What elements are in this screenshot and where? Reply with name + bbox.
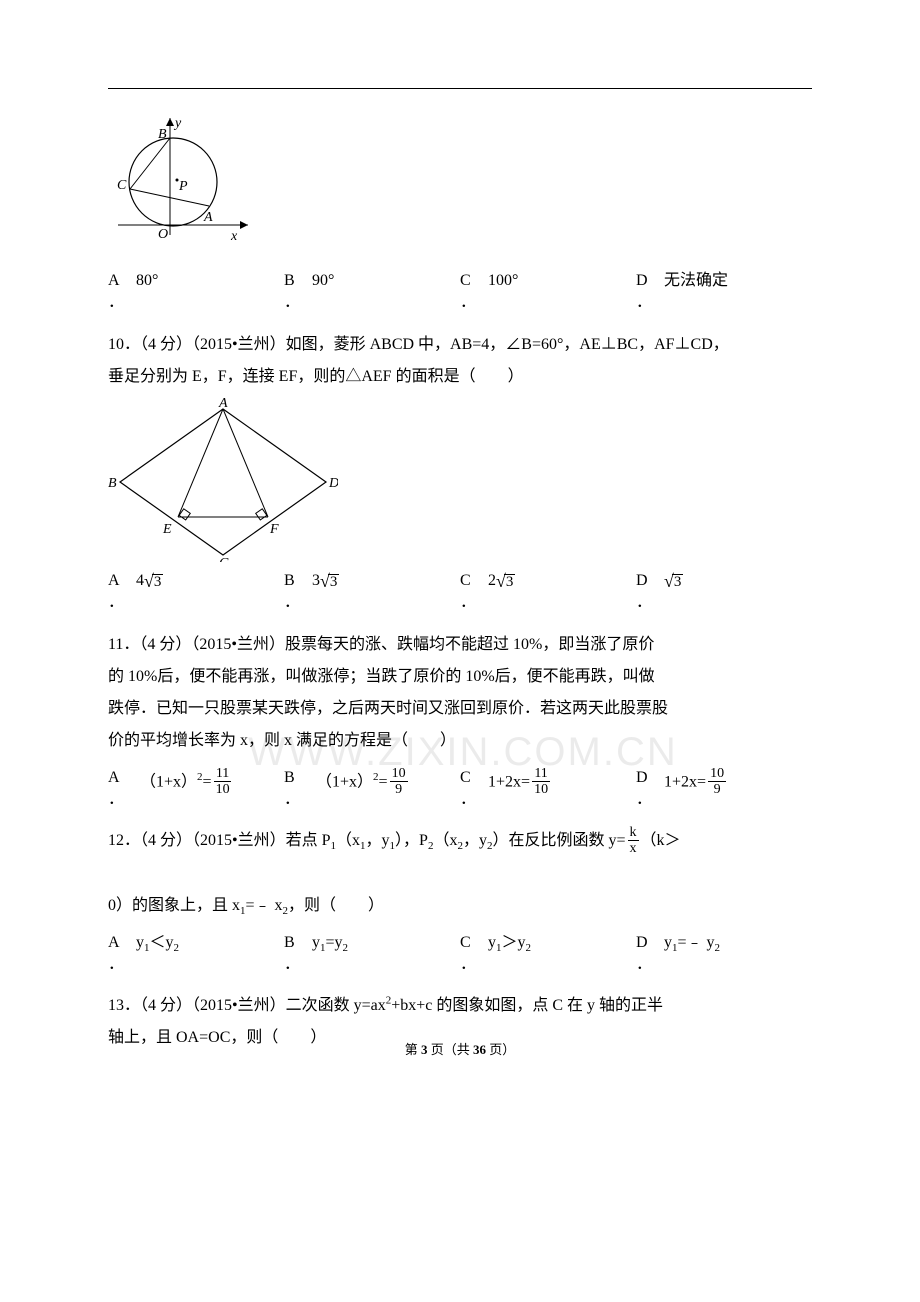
q10-choice-A: 4√3 [136,570,163,615]
q11-choices: A． （1+x）2=1110 B． （1+x）2=109 C． 1+2x=111… [108,767,812,812]
q9-choice-C-label: C． [460,270,476,315]
q10-C-label: C． [460,570,476,615]
q9-choice-A: 80° [136,270,158,315]
label-A: A [203,210,213,225]
q10-choice-D: √3 [664,570,683,615]
label-y: y [173,116,182,131]
q10-B-label: B． [284,570,300,615]
q11-choice-C: 1+2x=1110 [488,767,552,812]
svg-text:F: F [269,522,279,537]
svg-text:E: E [162,522,172,537]
q10-figure: A B C D E F [108,397,812,562]
q10-choices: A． 4√3 B． 3√3 C． 2√3 D． √3 [108,570,812,615]
header-underline [108,88,812,89]
q10-line2: 垂足分别为 E，F，连接 EF，则的△AEF 的面积是（ ） [108,368,524,385]
q11-choice-B: （1+x）2=109 [312,767,410,812]
q10-A-label: A． [108,570,124,615]
label-x: x [230,229,238,244]
q12-choices: A． y1＜y2 B． y1=y2 C． y1＞y2 D． y1=﹣ y2 [108,932,812,977]
label-B: B [158,127,167,142]
q10-D-label: D． [636,570,652,615]
label-C: C [117,178,127,193]
q9-choices: A． 80° B． 90° C． 100° D． 无法确定 [108,270,812,315]
q10-choice-B: 3√3 [312,570,339,615]
q11-choice-D: 1+2x=109 [664,767,728,812]
q12-choice-D: y1=﹣ y2 [664,932,720,977]
q12-text: 12．（4 分）（2015•兰州）若点 P1（x1，y1），P2（x2，y2）在… [108,825,812,921]
q11-choice-A: （1+x）2=1110 [136,767,234,812]
svg-text:A: A [218,397,228,411]
label-O: O [158,227,168,242]
label-P: P [178,179,188,194]
q11-text: 11．（4 分）（2015•兰州）股票每天的涨、跌幅均不能超过 10%，即当涨了… [108,629,812,757]
q10-choice-C: 2√3 [488,570,515,615]
q9-choice-C: 100° [488,270,518,315]
q10-text: 10．（4 分）（2015•兰州）如图，菱形 ABCD 中，AB=4，∠B=60… [108,329,812,393]
q13-text: 13．（4 分）（2015•兰州）二次函数 y=ax2+bx+c 的图象如图，点… [108,990,812,1054]
q9-choice-A-label: A． [108,270,124,315]
q12-choice-B: y1=y2 [312,932,348,977]
q12-choice-C: y1＞y2 [488,932,531,977]
svg-text:C: C [219,556,229,562]
svg-text:B: B [108,476,117,491]
q10-line1: 10．（4 分）（2015•兰州）如图，菱形 ABCD 中，AB=4，∠B=60… [108,336,729,353]
q9-choice-D-label: D． [636,270,652,315]
q12-choice-A: y1＜y2 [136,932,179,977]
q9-choice-D: 无法确定 [664,270,728,315]
q9-figure: O x y B C A P [108,110,812,260]
q9-choice-B-label: B． [284,270,300,315]
svg-text:D: D [328,476,338,491]
q9-choice-B: 90° [312,270,334,315]
